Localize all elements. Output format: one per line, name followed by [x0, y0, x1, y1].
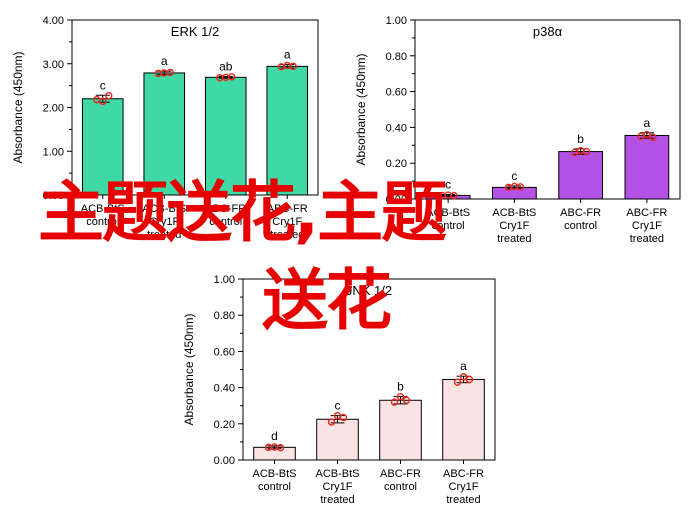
bar	[442, 378, 485, 461]
y-axis-label: Absorbance (450nm)	[11, 51, 25, 163]
x-category-label: ACB-BtS	[492, 207, 536, 219]
x-category-label: Cry1F	[632, 220, 662, 232]
y-tick-label: 0.80	[386, 51, 407, 63]
y-axis-label: Absorbance (450nm)	[182, 313, 196, 425]
x-category-label: Cry1F	[323, 481, 353, 493]
x-category-label: ABC-FR	[380, 468, 421, 480]
y-tick-label: 0.00	[214, 455, 235, 467]
data-point	[643, 130, 651, 139]
data-point	[453, 378, 462, 386]
x-category-label: control	[209, 216, 242, 228]
y-tick-label: 1.00	[43, 146, 64, 158]
y-tick-label: 4.00	[43, 15, 64, 27]
x-category-label: control	[564, 220, 597, 232]
x-category-label: treated	[320, 494, 354, 506]
y-tick-label: 0.60	[214, 346, 235, 358]
bar	[316, 418, 359, 461]
x-category-label: treated	[630, 233, 664, 245]
y-tick-label: 0.20	[386, 158, 407, 170]
bar	[379, 399, 422, 461]
x-category-label: Cry1F	[499, 220, 529, 232]
data-point	[289, 62, 297, 71]
data-point	[105, 91, 113, 100]
bar	[266, 65, 309, 196]
data-point	[327, 418, 336, 426]
y-tick-label: 2.00	[43, 103, 64, 115]
y-tick-label: 1.00	[386, 15, 407, 27]
significance-letter: c	[335, 399, 341, 413]
y-tick-label: 0.40	[386, 122, 407, 134]
x-category-label: Cry1F	[272, 216, 302, 228]
y-axis-label: Absorbance (450nm)	[354, 53, 368, 165]
significance-letter: b	[577, 132, 584, 146]
data-point	[99, 97, 107, 106]
data-point	[396, 392, 405, 401]
chart-title: JNK 1/2	[346, 283, 392, 298]
chart-title: p38α	[533, 24, 563, 39]
x-category-label: treated	[147, 229, 181, 241]
x-category-label: ABC-FR	[205, 203, 246, 215]
chart-panel-erk: ERK 1/2 0.00 1.00 2.00 3.00 4.00 Absorbance (4…	[11, 15, 319, 241]
chart-panel-jnk: JNK 1/2 0.00 0.20 0.40 0.60 0.80 1.00 Absorbanc…	[182, 274, 496, 506]
significance-letter: b	[397, 380, 404, 394]
x-category-label: ACB-BtS	[142, 203, 186, 215]
bar	[624, 134, 670, 200]
bar	[558, 151, 603, 200]
x-category-label: treated	[497, 233, 531, 245]
significance-letter: c	[100, 78, 106, 92]
y-tick-label: 0.00	[386, 194, 407, 206]
significance-letter: a	[284, 48, 291, 62]
x-category-label: ACB-BtS	[315, 468, 359, 480]
data-point	[228, 73, 236, 81]
x-category-label: ABC-FR	[626, 207, 667, 219]
significance-letter: d	[271, 429, 278, 443]
y-tick-label: 0.60	[386, 87, 407, 99]
x-category-label: control	[432, 220, 465, 232]
bar	[204, 76, 247, 196]
data-point	[459, 373, 468, 381]
x-category-label: control	[258, 481, 291, 493]
y-tick-label: 3.00	[43, 59, 64, 71]
x-category-label: treated	[270, 229, 304, 241]
x-category-label: ABC-FR	[443, 468, 484, 480]
y-tick-label: 0.40	[214, 383, 235, 395]
bar	[81, 98, 124, 196]
data-point	[649, 133, 657, 141]
data-point	[402, 396, 411, 404]
y-tick-label: 0.80	[214, 310, 235, 322]
significance-letter: a	[161, 54, 168, 68]
x-category-label: Cry1F	[449, 481, 479, 493]
x-category-label: control	[86, 216, 119, 228]
data-point	[465, 375, 474, 384]
significance-letter: ab	[219, 59, 233, 73]
data-point	[582, 147, 591, 156]
x-category-label: ABC-FR	[267, 203, 308, 215]
data-point	[276, 443, 285, 452]
y-tick-label: 1.00	[214, 274, 235, 286]
data-point	[450, 191, 458, 200]
x-category-label: ACB-BtS	[426, 207, 470, 219]
data-point	[339, 413, 348, 422]
y-tick-label: 0.20	[214, 419, 235, 431]
data-point	[390, 398, 399, 406]
significance-letter: c	[445, 178, 451, 192]
x-category-label: ABC-FR	[560, 207, 601, 219]
x-category-label: treated	[446, 494, 480, 506]
significance-letter: a	[460, 359, 467, 373]
data-point	[166, 68, 174, 77]
chart-title: ERK 1/2	[171, 24, 219, 39]
chart-panel-p38: p38α 0.00 0.20 0.40 0.60 0.80 1.00 Absorbance (…	[354, 15, 681, 245]
x-category-label: Cry1F	[149, 216, 179, 228]
x-category-label: ACB-BtS	[252, 468, 296, 480]
data-point	[516, 183, 525, 191]
y-tick-label: 0.00	[43, 190, 64, 202]
significance-letter: c	[511, 169, 517, 183]
significance-letter: a	[644, 116, 651, 130]
bar	[143, 72, 186, 196]
x-category-label: control	[384, 481, 417, 493]
x-category-label: ACB-BtS	[81, 203, 125, 215]
